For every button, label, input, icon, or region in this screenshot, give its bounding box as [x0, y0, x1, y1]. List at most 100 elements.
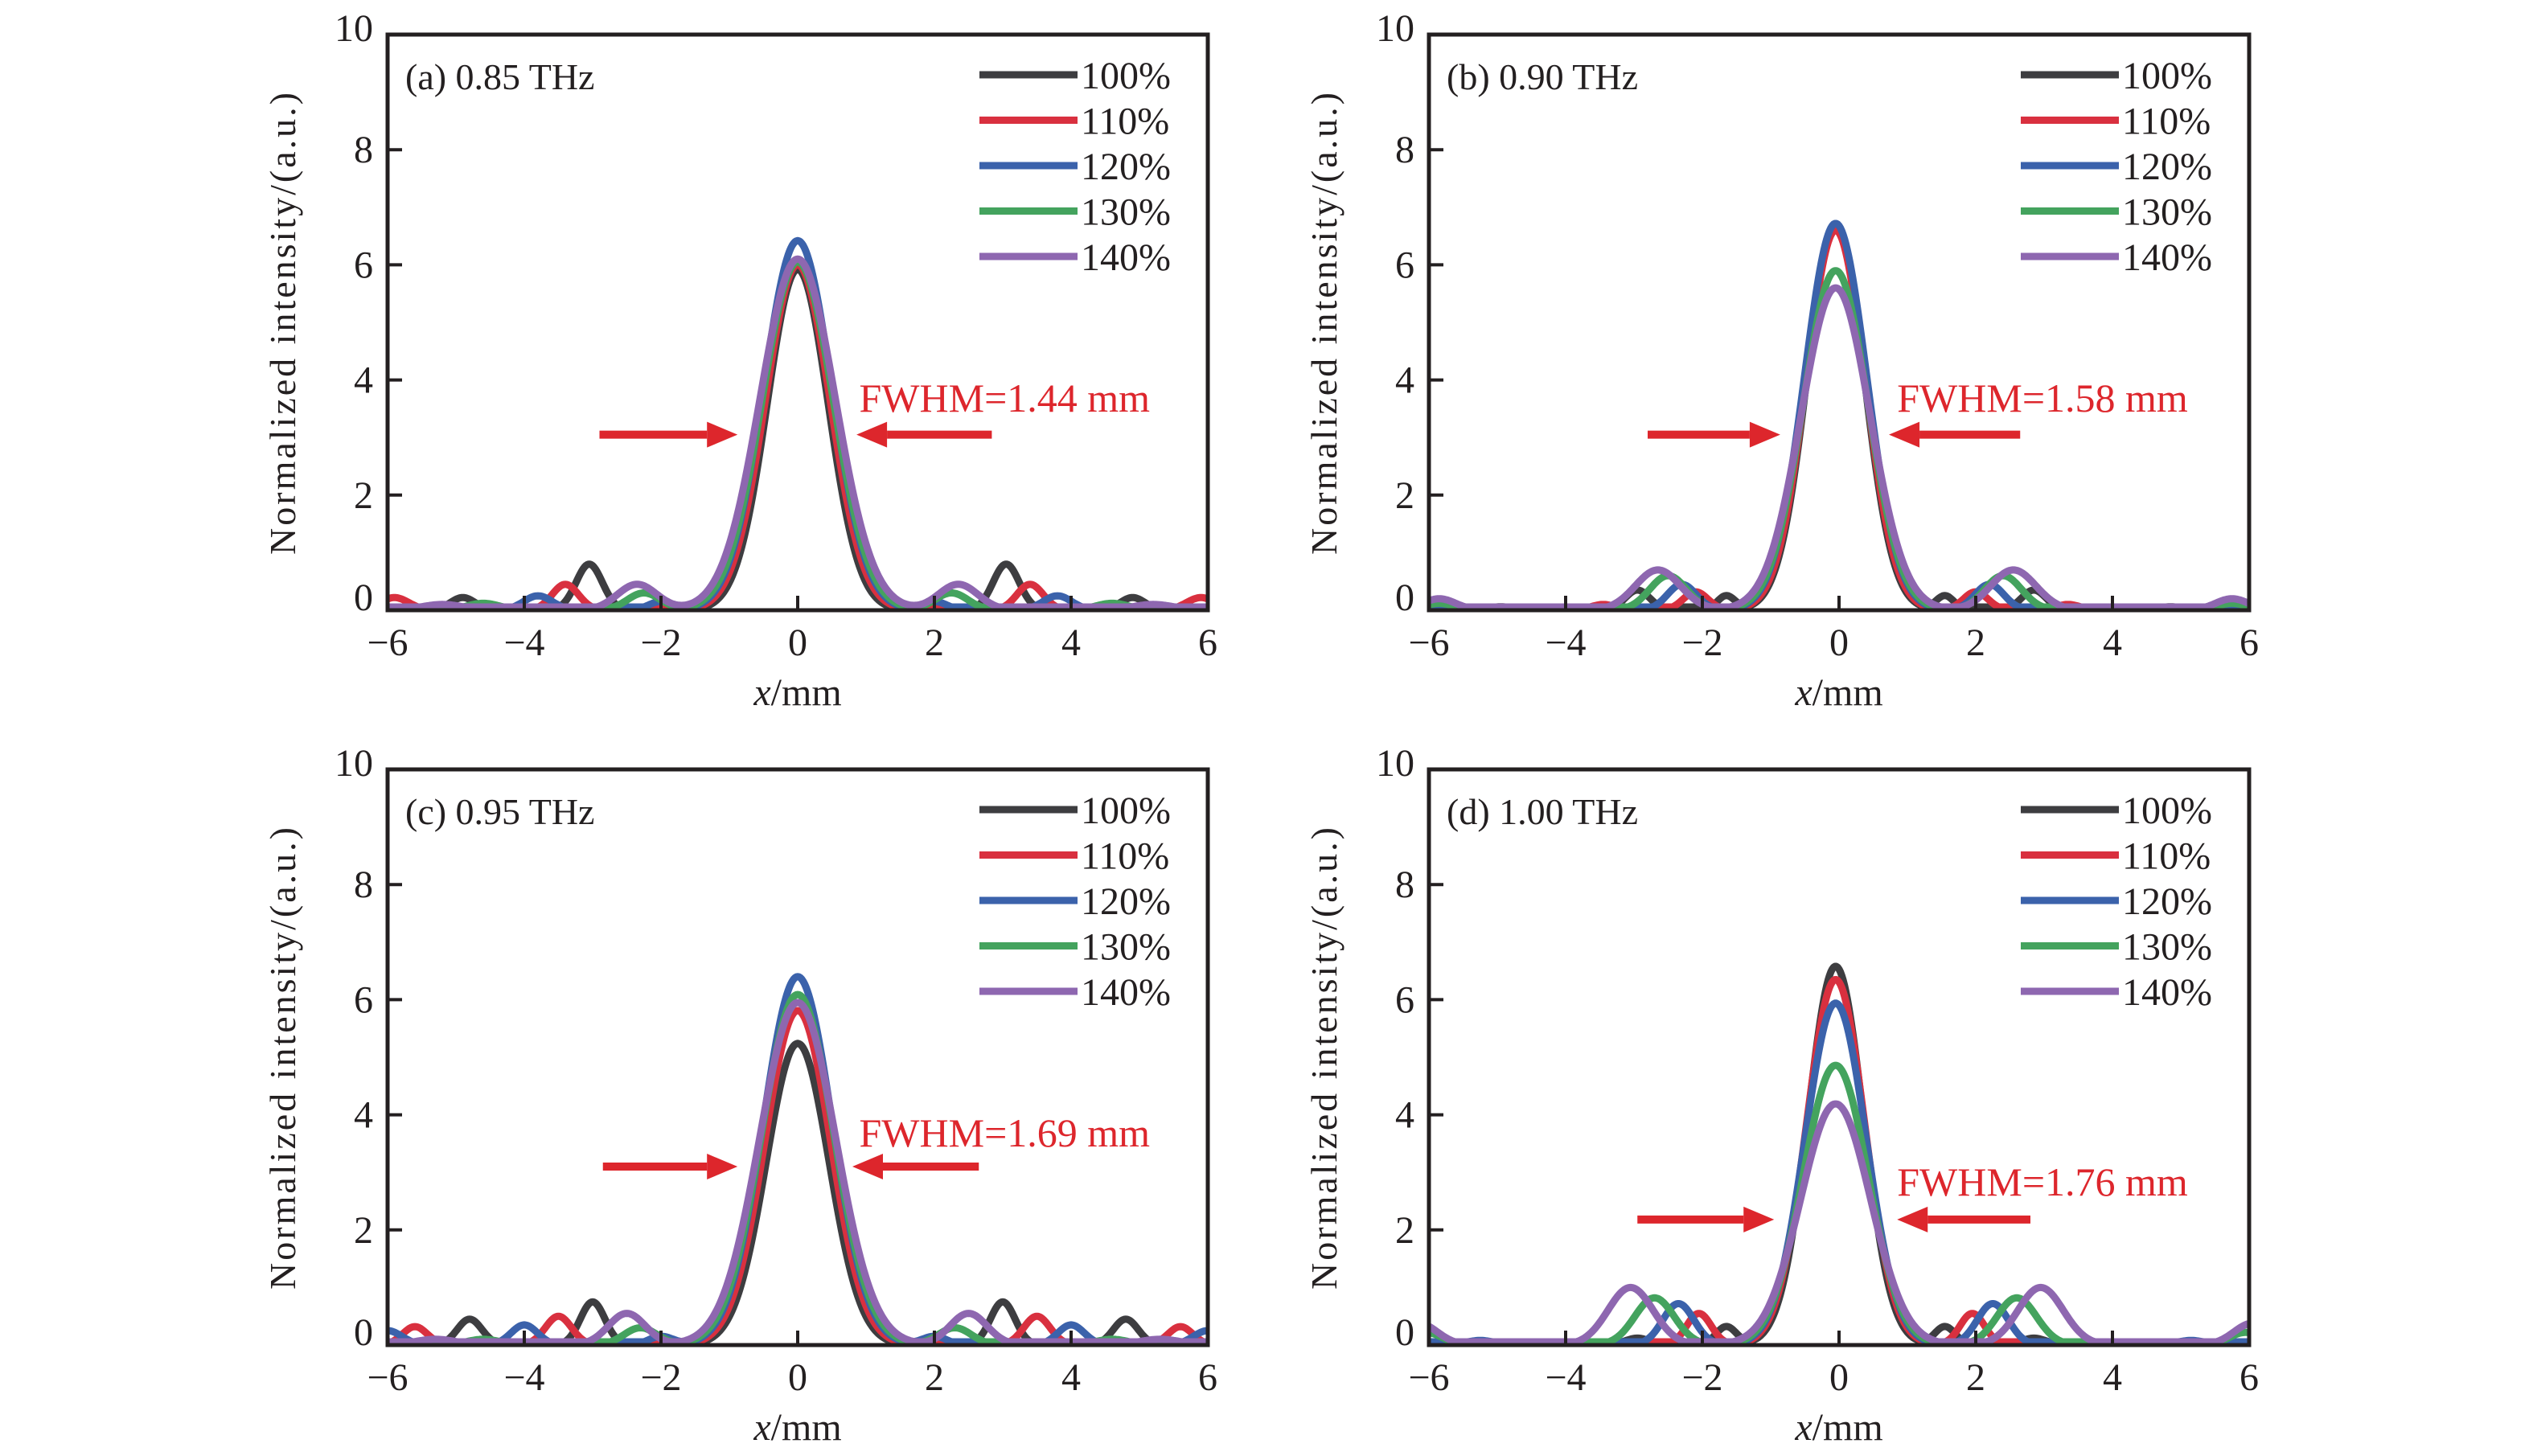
series-line-110pct: [388, 1007, 1208, 1345]
legend-label: 110%: [1081, 835, 1169, 878]
x-tick-label: −2: [640, 621, 681, 664]
x-axis-label-var: x: [1794, 1406, 1812, 1449]
x-axis-label: x/mm: [1794, 1406, 1882, 1449]
fwhm-right-arrow-head: [852, 1154, 883, 1180]
y-axis-label: Normalized intensity/(a.u.): [1303, 90, 1345, 555]
panel-title: (a) 0.85 THz: [405, 56, 594, 97]
x-tick-label: 6: [2239, 621, 2259, 664]
y-tick-label: 0: [1395, 1311, 1414, 1354]
legend-label: 140%: [1081, 236, 1171, 279]
x-tick-label: 4: [2103, 1356, 2122, 1399]
y-tick-label: 10: [1376, 7, 1414, 50]
fwhm-annotation: FWHM=1.76 mm: [1897, 1159, 2188, 1204]
x-axis-label-var: x: [753, 1406, 770, 1449]
y-tick-label: 6: [354, 978, 373, 1021]
x-tick-label: 6: [1198, 621, 1217, 664]
x-axis-label: x/mm: [753, 671, 841, 714]
legend-label: 130%: [1081, 926, 1171, 969]
x-tick-label: 6: [1198, 1356, 1217, 1399]
legend-label: 120%: [1081, 880, 1171, 923]
series-line-120pct: [388, 236, 1208, 610]
legend-label: 130%: [2122, 191, 2212, 234]
x-tick-label: −2: [1681, 621, 1722, 664]
legend-label: 140%: [2122, 971, 2212, 1014]
y-tick-label: 4: [1395, 359, 1414, 402]
y-tick-label: 0: [354, 576, 373, 619]
legend-label: 130%: [1081, 191, 1171, 234]
series-line-140pct: [1429, 1100, 2249, 1345]
legend-label: 120%: [1081, 146, 1171, 188]
fwhm-left-arrow-head: [1749, 421, 1780, 448]
y-tick-label: 8: [354, 863, 373, 906]
panel-title: (d) 1.00 THz: [1447, 791, 1638, 832]
series-line-120pct: [388, 973, 1208, 1345]
series-line-130pct: [1429, 267, 2249, 610]
y-tick-label: 2: [354, 474, 373, 517]
x-tick-label: 6: [2239, 1356, 2259, 1399]
x-tick-label: 2: [925, 1356, 944, 1399]
x-tick-label: 0: [1829, 1356, 1849, 1399]
y-tick-label: 10: [335, 742, 373, 785]
fwhm-right-arrow-head: [1897, 1206, 1928, 1232]
series-line-100pct: [388, 265, 1208, 610]
x-tick-label: −4: [503, 621, 544, 664]
panel-c: −6 −4 −2 0 2 4 6 0 2 4 6 8 10 x/mm Normalized intensit…: [262, 742, 1217, 1449]
panel-b: −6 −4 −2 0 2 4 6 0 2 4 6 8 10 x/mm Normalized intensit…: [1303, 7, 2259, 714]
panel-title: (b) 0.90 THz: [1447, 56, 1638, 97]
y-axis-label: Normalized intensity/(a.u.): [1303, 825, 1345, 1290]
x-tick-label: 4: [1061, 621, 1081, 664]
x-tick-label: −6: [367, 1356, 408, 1399]
y-tick-label: 4: [354, 1094, 373, 1137]
fwhm-right-arrow-head: [856, 421, 888, 448]
fwhm-left-arrow-head: [707, 421, 738, 448]
legend-label: 110%: [2122, 835, 2211, 878]
fwhm-annotation: FWHM=1.58 mm: [1897, 375, 2188, 420]
x-axis-label-unit: /mm: [1813, 1406, 1883, 1449]
x-tick-label: −2: [640, 1356, 681, 1399]
panel-d: −6 −4 −2 0 2 4 6 0 2 4 6 8 10 x/mm Normalized intensit…: [1303, 742, 2259, 1449]
series-line-140pct: [388, 255, 1208, 610]
y-tick-label: 2: [1395, 474, 1414, 517]
y-tick-label: 2: [354, 1209, 373, 1252]
x-tick-label: −4: [503, 1356, 544, 1399]
legend-label: 130%: [2122, 926, 2212, 969]
x-axis-label-unit: /mm: [771, 1406, 842, 1449]
x-tick-label: 0: [788, 621, 807, 664]
x-tick-label: −6: [1408, 621, 1449, 664]
y-tick-label: 6: [1395, 978, 1414, 1021]
x-tick-label: 4: [2103, 621, 2122, 664]
x-tick-label: 2: [1966, 1356, 1985, 1399]
panel-a: −6 −4 −2 0 2 4 6 0 2 4 6 8 10 x/mm Normalized intensit…: [262, 7, 1217, 714]
series-line-140pct: [388, 999, 1208, 1345]
x-tick-label: 0: [1829, 621, 1849, 664]
series-group: [1429, 962, 2249, 1345]
fwhm-left-arrow-head: [1743, 1206, 1775, 1232]
y-tick-label: 4: [354, 359, 373, 402]
y-tick-label: 0: [354, 1311, 373, 1354]
y-tick-label: 6: [1395, 244, 1414, 286]
series-group: [388, 973, 1208, 1345]
fwhm-annotation: FWHM=1.69 mm: [860, 1110, 1151, 1155]
x-axis-label-unit: /mm: [771, 671, 842, 714]
series-line-110pct: [388, 260, 1208, 610]
y-axis-label: Normalized intensity/(a.u.): [262, 825, 303, 1290]
fwhm-right-arrow-head: [1889, 421, 1920, 448]
x-tick-label: 4: [1061, 1356, 1081, 1399]
legend-label: 100%: [1081, 55, 1171, 97]
y-tick-label: 10: [1376, 742, 1414, 785]
legend-label: 100%: [2122, 790, 2212, 832]
x-tick-label: 0: [788, 1356, 807, 1399]
legend-label: 100%: [1081, 790, 1171, 832]
y-tick-label: 4: [1395, 1094, 1414, 1137]
legend-label: 100%: [2122, 55, 2212, 97]
y-tick-label: 8: [1395, 129, 1414, 171]
x-axis-label: x/mm: [753, 1406, 841, 1449]
legend-label: 110%: [1081, 100, 1169, 143]
y-axis-label: Normalized intensity/(a.u.): [262, 90, 303, 555]
legend-label: 120%: [2122, 146, 2212, 188]
x-tick-label: 2: [925, 621, 944, 664]
y-tick-label: 0: [1395, 576, 1414, 619]
x-tick-label: −4: [1545, 1356, 1586, 1399]
x-tick-label: −4: [1545, 621, 1586, 664]
